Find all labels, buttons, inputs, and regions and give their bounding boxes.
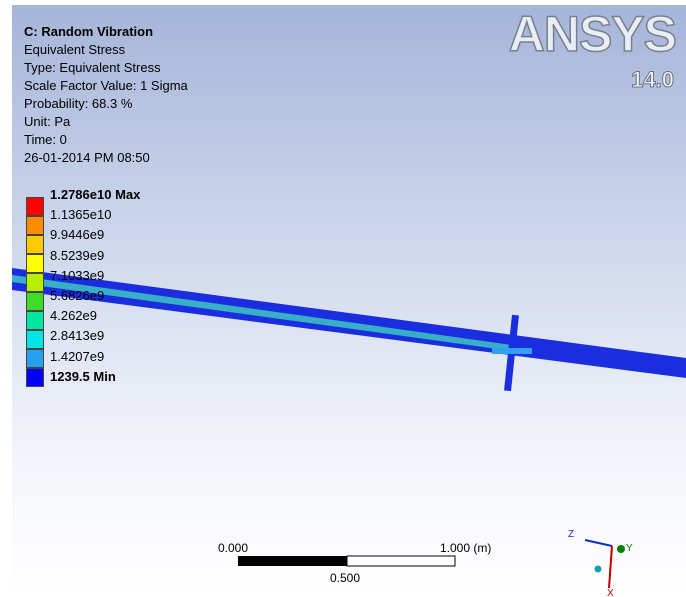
scale-end: 1.000 (m) [440, 541, 491, 555]
legend-swatch [26, 368, 44, 387]
triad-z [585, 540, 612, 546]
legend-label: 5.6826e9 [50, 288, 104, 303]
flange-hub [492, 348, 532, 354]
legend-label: 9.9446e9 [50, 227, 104, 242]
legend-label: 1.4207e9 [50, 349, 104, 364]
scale-mid: 0.500 [330, 571, 360, 585]
legend-swatch [26, 254, 44, 273]
legend-label: 7.1033e9 [50, 268, 104, 283]
model [12, 5, 686, 597]
legend-label: 1239.5 Min [50, 369, 116, 384]
legend-swatch [26, 292, 44, 311]
header-line: Scale Factor Value: 1 Sigma [24, 78, 188, 93]
legend-label: 2.8413e9 [50, 328, 104, 343]
header-line: 26-01-2014 PM 08:50 [24, 150, 150, 165]
version: 14.0 [631, 67, 674, 93]
header-line: Unit: Pa [24, 114, 70, 129]
legend-label: 1.1365e10 [50, 207, 111, 222]
logo: ANSYS [509, 5, 676, 63]
triad-y [617, 545, 625, 553]
triad-z-label: Z [568, 529, 574, 540]
legend-swatch [26, 330, 44, 349]
header-line: Type: Equivalent Stress [24, 60, 161, 75]
page: C: Random Vibration Equivalent Stress Typ… [0, 0, 686, 597]
legend-swatch [26, 311, 44, 330]
legend-swatch [26, 216, 44, 235]
triad-y-label: Y [626, 543, 633, 554]
legend-label: 1.2786e10 Max [50, 187, 140, 202]
viewport: C: Random Vibration Equivalent Stress Typ… [12, 5, 686, 597]
scale-start: 0.000 [218, 541, 248, 555]
scale-bar-black [238, 556, 347, 566]
triad-x [609, 546, 612, 588]
header-line: Probability: 68.3 % [24, 96, 132, 111]
legend-swatch [26, 273, 44, 292]
result-title: C: Random Vibration [24, 24, 153, 39]
header-line: Equivalent Stress [24, 42, 125, 57]
legend-swatch [26, 197, 44, 216]
scale-bar-white [347, 556, 455, 566]
triad-x-label: X [607, 588, 614, 597]
legend-label: 4.262e9 [50, 308, 97, 323]
legend-swatch [26, 235, 44, 254]
triad-origin [595, 566, 602, 573]
legend-label: 8.5239e9 [50, 248, 104, 263]
legend-swatch [26, 349, 44, 368]
header-line: Time: 0 [24, 132, 67, 147]
